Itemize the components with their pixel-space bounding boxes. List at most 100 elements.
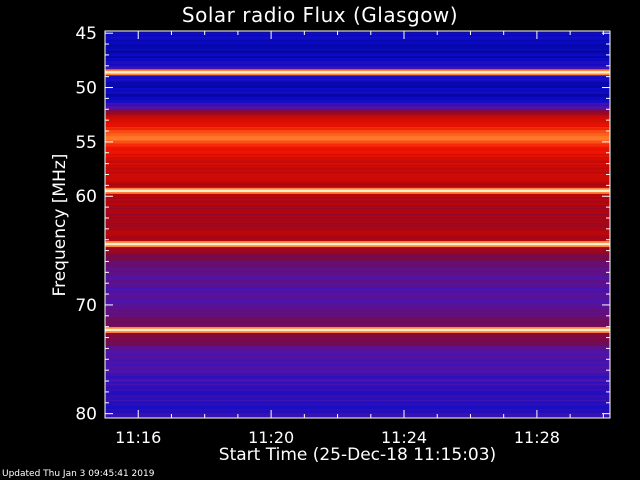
heatmap-row: [105, 83, 610, 86]
heatmap-row: [105, 305, 610, 308]
heatmap-row: [105, 319, 610, 321]
heatmap-row: [105, 112, 610, 114]
heatmap-row: [105, 370, 610, 372]
heatmap-row: [105, 295, 610, 297]
heatmap-row: [105, 202, 610, 204]
heatmap-row: [105, 322, 610, 324]
heatmap-row: [105, 373, 610, 375]
heatmap-row: [105, 269, 610, 272]
heatmap-row: [105, 215, 610, 218]
heatmap-row: [105, 349, 610, 351]
heatmap-row: [105, 347, 610, 350]
heatmap-row: [105, 344, 610, 347]
heatmap-row: [105, 118, 610, 120]
heatmap-row: [105, 380, 610, 383]
heatmap-row: [105, 65, 610, 68]
heatmap-row: [105, 383, 610, 386]
heatmap-row: [105, 167, 610, 170]
heatmap-row: [105, 163, 610, 165]
heatmap-row: [105, 161, 610, 164]
x-axis-label: Start Time (25-Dec-18 11:15:03): [218, 445, 497, 465]
heatmap-row: [105, 365, 610, 368]
heatmap-row: [105, 251, 610, 254]
heatmap-row: [105, 299, 610, 302]
heatmap-row: [105, 253, 610, 255]
heatmap-row: [105, 400, 610, 402]
heatmap-row: [105, 221, 610, 224]
heatmap-row: [105, 379, 610, 381]
heatmap-row: [105, 316, 610, 318]
heatmap-row: [105, 250, 610, 252]
heatmap-row: [105, 355, 610, 357]
heatmap-row: [105, 397, 610, 399]
heatmap-row: [105, 409, 610, 411]
heatmap-row: [105, 106, 610, 108]
heatmap-row: [105, 275, 610, 278]
heatmap-row: [105, 146, 610, 149]
heatmap-row: [105, 218, 610, 221]
heatmap-row: [105, 359, 610, 362]
heatmap-row: [105, 97, 610, 99]
y-tick-label: 45: [75, 24, 97, 44]
heatmap-row: [105, 371, 610, 374]
heatmap-row: [105, 260, 610, 263]
heatmap-row: [105, 115, 610, 117]
heatmap-row: [105, 182, 610, 185]
heatmap-row: [105, 148, 610, 150]
heatmap-row: [105, 149, 610, 152]
heatmap-row: [105, 290, 610, 293]
heatmap-row: [105, 296, 610, 299]
x-tick-label: 11:20: [248, 428, 294, 447]
x-tick-label: 11:24: [381, 428, 427, 447]
heatmap-row: [105, 385, 610, 387]
heatmap-row: [105, 410, 610, 413]
heatmap-row: [105, 34, 610, 36]
heatmap-row: [105, 212, 610, 215]
heatmap-row: [105, 268, 610, 270]
heatmap-row: [105, 302, 610, 305]
heatmap-row: [105, 214, 610, 216]
heatmap-row: [105, 173, 610, 176]
heatmap-row: [105, 82, 610, 84]
heatmap-row: [105, 37, 610, 39]
heatmap-row: [105, 98, 610, 101]
heatmap-row: [105, 53, 610, 56]
heatmap-row: [105, 127, 610, 129]
heatmap-row: [105, 158, 610, 161]
y-tick-label: 60: [75, 187, 97, 207]
heatmap-row: [105, 398, 610, 401]
heatmap-row: [105, 335, 610, 338]
heatmap-row: [105, 104, 610, 107]
heatmap-row: [105, 368, 610, 371]
heatmap-row: [105, 239, 610, 242]
heatmap-row: [105, 181, 610, 183]
heatmap-row: [105, 262, 610, 264]
heatmap-row: [105, 307, 610, 309]
heatmap-row: [105, 76, 610, 78]
heatmap-row: [105, 236, 610, 239]
heatmap-row: [105, 211, 610, 213]
heatmap-row: [105, 337, 610, 339]
heatmap-row: [105, 175, 610, 177]
heatmap-row: [105, 362, 610, 365]
heatmap-row: [105, 121, 610, 123]
heatmap-row: [105, 52, 610, 54]
heatmap-row: [105, 386, 610, 389]
heatmap-row: [105, 80, 610, 83]
heatmap-row: [105, 254, 610, 257]
heatmap-row: [105, 35, 610, 38]
heatmap-row: [105, 310, 610, 312]
heatmap-row: [105, 142, 610, 144]
heatmap-row: [105, 109, 610, 111]
heatmap-row: [105, 388, 610, 390]
heatmap-row: [105, 325, 610, 327]
heatmap-row: [105, 151, 610, 153]
heatmap-row: [105, 62, 610, 65]
heatmap-row: [105, 40, 610, 42]
plot-frame: [104, 30, 611, 419]
heatmap-row: [105, 50, 610, 53]
x-tick-label: 11:16: [115, 428, 161, 447]
heatmap-row: [105, 277, 610, 279]
heatmap-row: [105, 197, 610, 200]
heatmap-row: [105, 44, 610, 47]
